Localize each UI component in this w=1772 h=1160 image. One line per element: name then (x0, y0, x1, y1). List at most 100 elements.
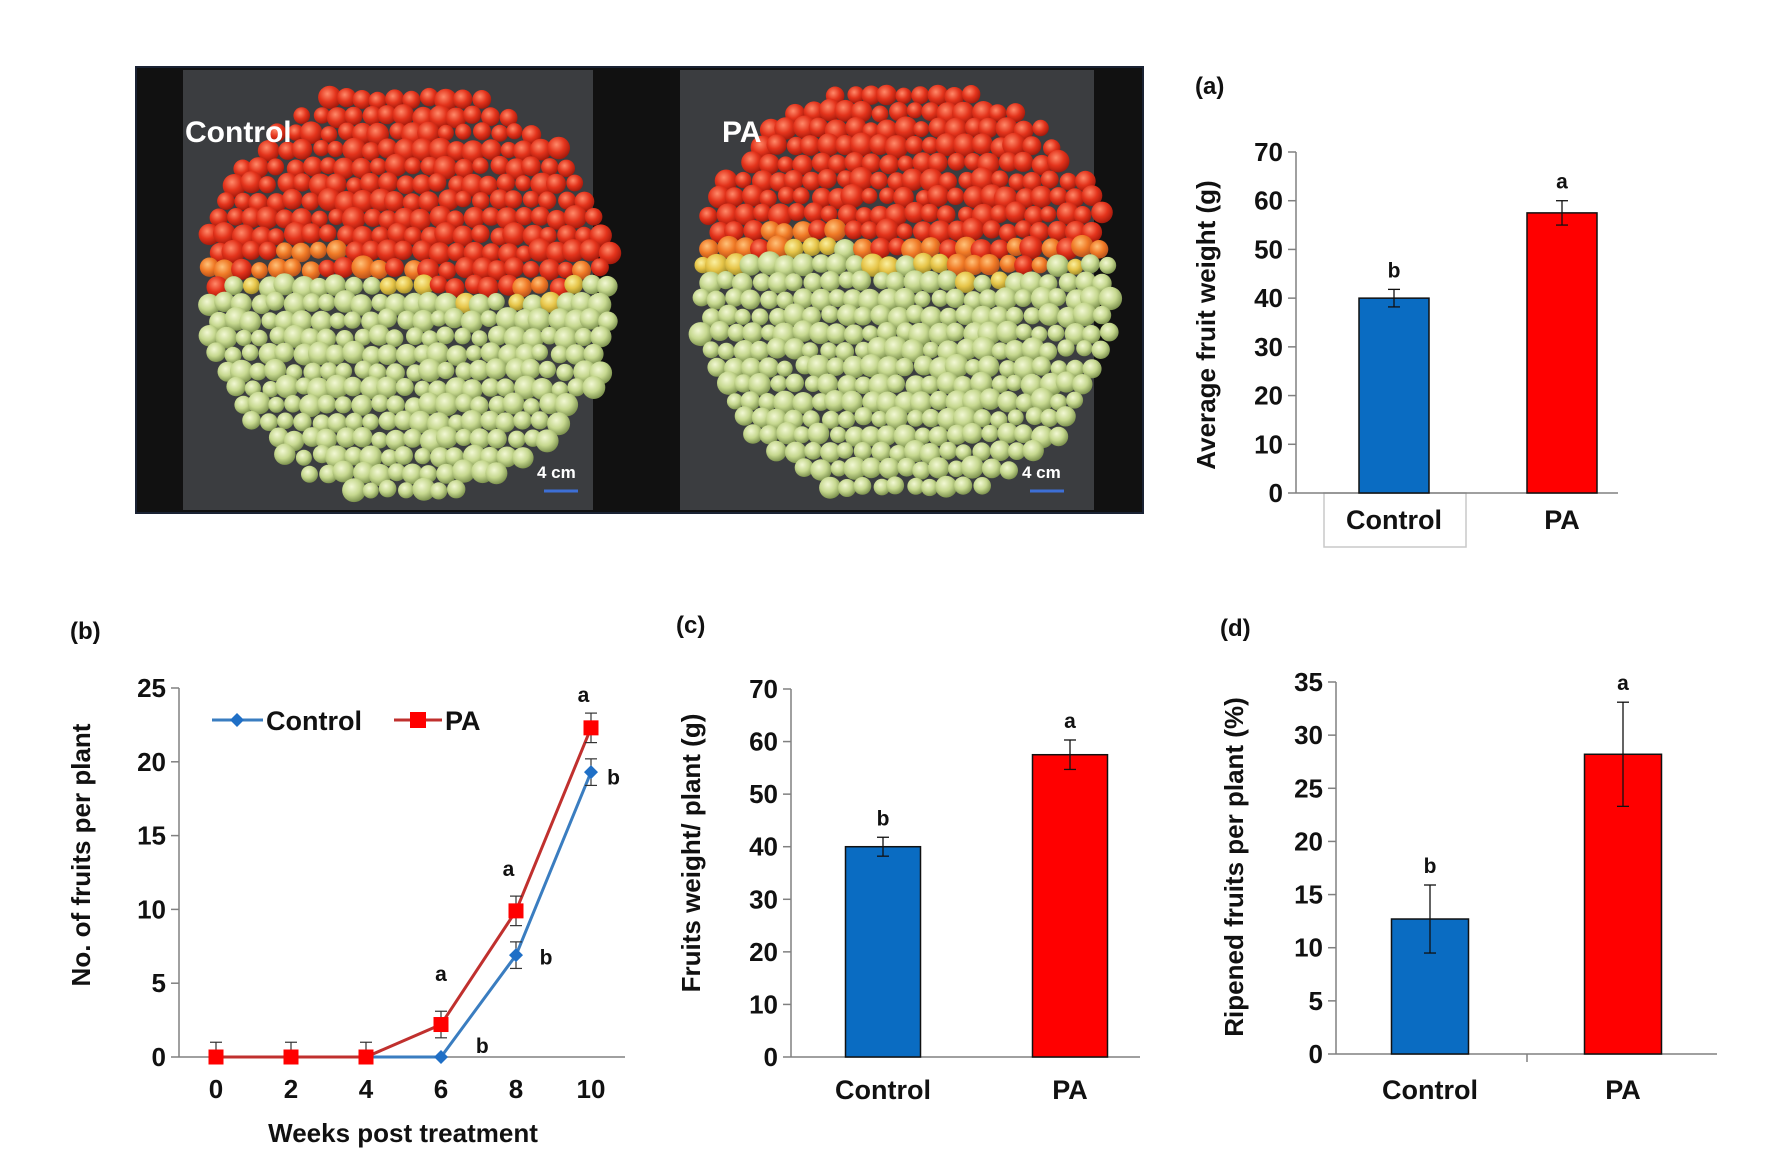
tomato (739, 253, 762, 276)
tomato (1099, 256, 1117, 274)
tomato (799, 135, 821, 156)
tomato (830, 426, 847, 443)
category-label: Control (1346, 505, 1442, 535)
tomato (412, 309, 435, 333)
tomato (477, 276, 499, 298)
tomato (1066, 391, 1084, 409)
tomato (241, 344, 259, 361)
tomato (242, 277, 260, 295)
tomato (927, 152, 948, 173)
tomato (434, 222, 458, 245)
tomato (418, 191, 439, 212)
tomato (855, 207, 874, 225)
tomato (361, 240, 382, 261)
tomato (907, 409, 925, 427)
tomato (362, 346, 382, 366)
x-tick-label: 2 (284, 1074, 298, 1104)
tomato (961, 422, 983, 444)
tomato (769, 308, 788, 327)
tomato (291, 138, 313, 160)
tomato (284, 221, 308, 246)
tomato (785, 373, 804, 393)
y-tick-label: 20 (1294, 826, 1323, 856)
tomato (820, 205, 838, 223)
tomato (385, 429, 406, 451)
tomato (1072, 302, 1097, 327)
tomato (811, 254, 831, 273)
tomato (409, 208, 431, 231)
tomato (946, 424, 968, 445)
tomato (792, 320, 815, 342)
point-pa (358, 1049, 374, 1065)
tomato (302, 293, 322, 312)
tomato (550, 345, 569, 364)
tomato (241, 207, 262, 228)
y-tick-label: 20 (137, 747, 166, 777)
tomato (502, 222, 526, 246)
tomato (853, 442, 872, 460)
tomato (1014, 255, 1034, 275)
y-tick-label: 0 (1269, 478, 1283, 508)
tomato (859, 354, 883, 378)
tomato (753, 203, 772, 222)
tomato (776, 291, 794, 309)
tomato (540, 291, 562, 313)
tomato (343, 311, 362, 329)
tomato (318, 259, 336, 278)
tomato (740, 289, 761, 310)
tomato (825, 253, 848, 275)
tomato (455, 362, 474, 381)
tomato (590, 326, 612, 348)
tomato (496, 378, 515, 397)
tomato (1013, 424, 1033, 444)
tomato (481, 378, 500, 397)
tomato (792, 154, 813, 175)
tomato (455, 393, 474, 413)
tomato (455, 428, 473, 446)
tomato (1073, 206, 1092, 224)
tomato (1046, 149, 1070, 173)
tomato (960, 455, 984, 479)
x-tick-label: 8 (509, 1074, 523, 1104)
tomato (875, 218, 900, 242)
tomato (301, 465, 318, 483)
tomato (802, 171, 821, 191)
tomato (889, 102, 909, 122)
tomato (981, 424, 999, 443)
tomato (991, 170, 1009, 188)
tomato (907, 477, 925, 495)
tomato (717, 342, 735, 360)
tomato (845, 255, 865, 275)
tomato (359, 172, 381, 194)
tomato (904, 201, 926, 223)
tomato (469, 428, 491, 449)
y-tick-label: 70 (749, 674, 778, 704)
tomato (1091, 201, 1113, 224)
tomato (895, 87, 912, 105)
tomato (582, 376, 606, 399)
tomato (921, 102, 941, 122)
tomato (707, 357, 727, 377)
tomato (1041, 238, 1062, 258)
tomato (403, 428, 423, 448)
point-pa (283, 1049, 299, 1065)
tomato (418, 358, 442, 382)
tomato (234, 192, 252, 211)
tomato (1015, 393, 1034, 412)
bar-control (1358, 297, 1430, 494)
tomato (1046, 254, 1070, 277)
tomato (1040, 206, 1057, 223)
tomato (948, 460, 965, 478)
tomato (503, 326, 527, 350)
tomato (284, 395, 302, 413)
tomato (478, 175, 498, 195)
tomato (351, 189, 374, 213)
tomato (989, 440, 1011, 462)
tomato (215, 326, 238, 349)
legend-label-pa: PA (445, 706, 481, 736)
tomato (708, 185, 731, 209)
tomato (567, 378, 586, 397)
tomato (268, 427, 289, 448)
tomato (699, 239, 719, 259)
tomato (566, 174, 584, 192)
